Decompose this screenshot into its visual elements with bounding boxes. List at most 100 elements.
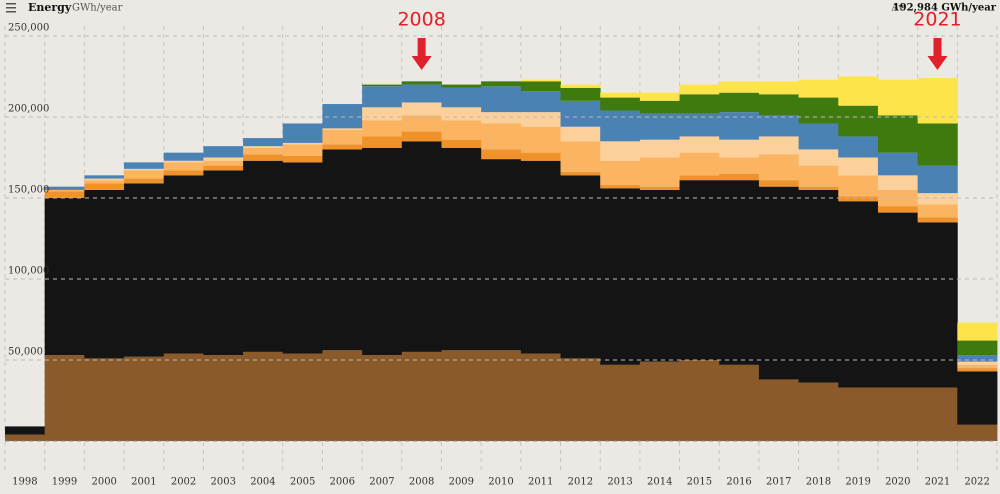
bar-segment xyxy=(163,170,204,176)
y-tick-label: 200,000 xyxy=(8,104,49,115)
bar-segment xyxy=(877,79,919,116)
bar-segment xyxy=(520,160,561,354)
x-tick-label: 2012 xyxy=(568,477,593,488)
bar-segment xyxy=(481,159,522,351)
bar-segment xyxy=(639,186,680,190)
bar-segment xyxy=(401,131,442,142)
bar-segment xyxy=(560,84,601,88)
bar-segment xyxy=(520,79,561,82)
bar-segment xyxy=(163,162,204,171)
bar-segment xyxy=(282,155,323,163)
bar-segment xyxy=(877,175,919,190)
bar-segment xyxy=(758,136,799,155)
x-tick-label: 2016 xyxy=(726,477,751,488)
x-tick-label: 2005 xyxy=(290,477,315,488)
bar-segment xyxy=(481,81,522,87)
average: 192,984 GWh/year xyxy=(893,3,997,14)
bar-segment xyxy=(758,180,799,187)
bar-segment xyxy=(84,189,125,359)
bar-segment xyxy=(758,186,799,380)
bar-segment xyxy=(441,139,482,148)
bar-segment xyxy=(322,128,363,130)
x-tick-label: 2013 xyxy=(607,477,632,488)
bar-segment xyxy=(560,126,601,142)
bar-segment xyxy=(917,78,958,124)
bar-segment xyxy=(639,113,680,140)
bar-segment xyxy=(838,136,879,158)
bar-segment xyxy=(758,379,799,441)
bar-segment xyxy=(322,144,363,150)
bar-segment xyxy=(441,350,482,441)
bar-segment xyxy=(203,355,244,441)
bar-segment xyxy=(798,189,839,383)
bar-segment xyxy=(203,157,244,161)
bar-segment xyxy=(560,87,601,101)
bar-segment xyxy=(560,141,601,173)
x-tick-label: 1999 xyxy=(52,477,77,488)
bar-segment xyxy=(5,426,46,435)
bar-segment xyxy=(957,364,998,369)
bar-segment xyxy=(957,340,998,356)
bar-segment xyxy=(520,112,561,127)
bar-segment xyxy=(441,120,482,140)
bar-segment xyxy=(124,168,165,171)
bar-segment xyxy=(719,112,760,140)
bar-segment xyxy=(838,387,879,441)
bar-segment xyxy=(243,147,284,155)
bar-segment xyxy=(322,149,363,351)
bar-segment xyxy=(282,142,323,145)
x-tick-label: 2003 xyxy=(211,477,236,488)
bar-segment xyxy=(957,361,998,365)
bar-segment xyxy=(798,149,839,166)
bar-segment xyxy=(84,175,125,179)
bar-segment xyxy=(520,152,561,161)
bar-segment xyxy=(401,115,442,132)
bar-segment xyxy=(877,387,919,441)
bar-segment xyxy=(838,196,879,202)
bar-segment xyxy=(441,107,482,121)
bar-segment xyxy=(758,81,799,95)
bar-segment xyxy=(401,141,442,352)
x-tick-label: 2000 xyxy=(91,477,116,488)
bar-segment xyxy=(917,193,958,205)
x-tick-label: 2007 xyxy=(369,477,394,488)
x-tick-label: 2009 xyxy=(449,477,474,488)
bar-segment xyxy=(520,126,561,153)
bar-segment xyxy=(243,146,284,148)
bar-segment xyxy=(560,358,601,441)
bar-segment xyxy=(679,84,720,95)
bar-segment xyxy=(679,180,720,360)
annotation-arrow xyxy=(411,38,432,70)
bar-segment xyxy=(520,81,561,92)
bar-segment xyxy=(639,100,680,114)
bar-segment xyxy=(838,157,879,176)
x-tick-label: 2018 xyxy=(806,477,831,488)
bar-segment xyxy=(481,112,522,124)
bar-segment xyxy=(917,222,958,388)
bar-segment xyxy=(44,186,85,190)
bar-segment xyxy=(84,358,125,441)
menu-icon[interactable] xyxy=(6,3,16,13)
bar-segment xyxy=(282,162,323,354)
bar-segment xyxy=(600,188,641,365)
x-tick-label: 1998 xyxy=(12,477,37,488)
bar-segment xyxy=(203,165,244,171)
bar-segment xyxy=(957,355,998,362)
bar-segment xyxy=(877,206,919,213)
bar-segment xyxy=(679,360,720,441)
annotation: 2008 xyxy=(397,9,445,31)
bar-segment xyxy=(520,91,561,113)
bar-segment xyxy=(639,92,680,101)
bar-segment xyxy=(124,183,165,357)
x-tick-label: 2006 xyxy=(330,477,355,488)
bar-segment xyxy=(362,120,403,137)
bar-segment xyxy=(917,387,958,441)
x-tick-label: 2017 xyxy=(766,477,791,488)
average-prefix: Av. xyxy=(891,3,906,14)
annotation-arrow xyxy=(927,38,948,70)
bar-segment xyxy=(243,351,284,441)
bar-segment xyxy=(362,147,403,356)
bar-segment xyxy=(798,79,839,98)
x-tick-label: 2011 xyxy=(528,477,553,488)
